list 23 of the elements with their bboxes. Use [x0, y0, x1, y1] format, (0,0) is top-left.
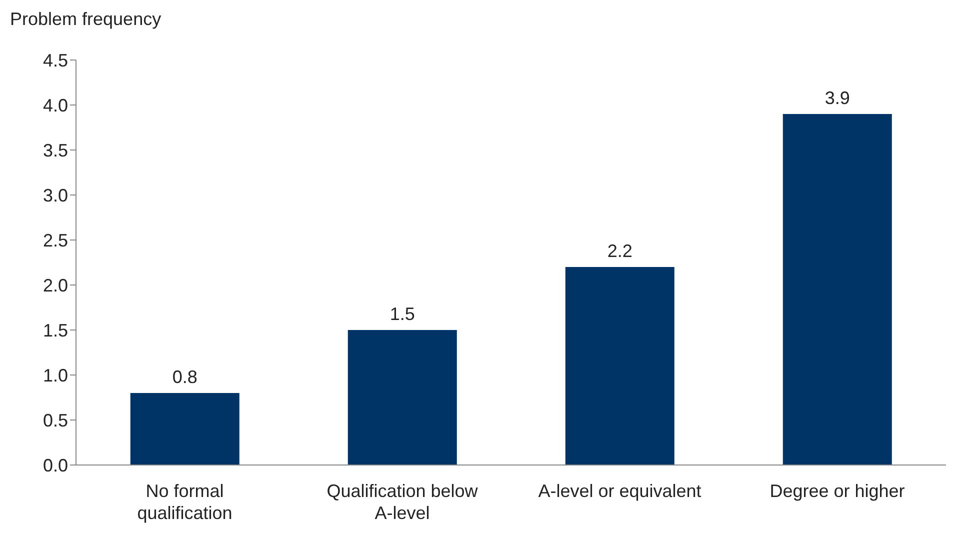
- bar: [782, 114, 892, 465]
- y-tick-label: 1.0: [42, 365, 68, 386]
- x-tick-label: Degree or higher: [770, 481, 905, 501]
- x-tick-label: A-level or equivalent: [538, 481, 702, 501]
- y-tick-label: 3.0: [42, 185, 68, 206]
- y-tick-label: 3.5: [42, 140, 68, 160]
- y-tick-label: 4.5: [42, 50, 68, 70]
- bar: [348, 330, 457, 465]
- x-tick-label: No formal qualification: [137, 481, 232, 523]
- y-tick-label: 2.0: [42, 275, 68, 296]
- y-tick-label: 4.0: [42, 95, 68, 116]
- x-tick-label: Qualification below A-level: [326, 481, 479, 523]
- data-label: 3.9: [824, 88, 850, 108]
- y-tick-label: 0.0: [42, 455, 68, 476]
- y-tick-label: 0.5: [42, 410, 68, 430]
- y-tick-label: 2.5: [42, 230, 68, 250]
- data-label: 0.8: [172, 367, 198, 387]
- data-label: 1.5: [390, 304, 415, 324]
- data-label: 2.2: [607, 241, 632, 261]
- bar: [130, 393, 240, 465]
- bar: [565, 267, 674, 465]
- y-axis-title: Problem frequency: [9, 8, 162, 31]
- y-tick-label: 1.5: [42, 320, 68, 340]
